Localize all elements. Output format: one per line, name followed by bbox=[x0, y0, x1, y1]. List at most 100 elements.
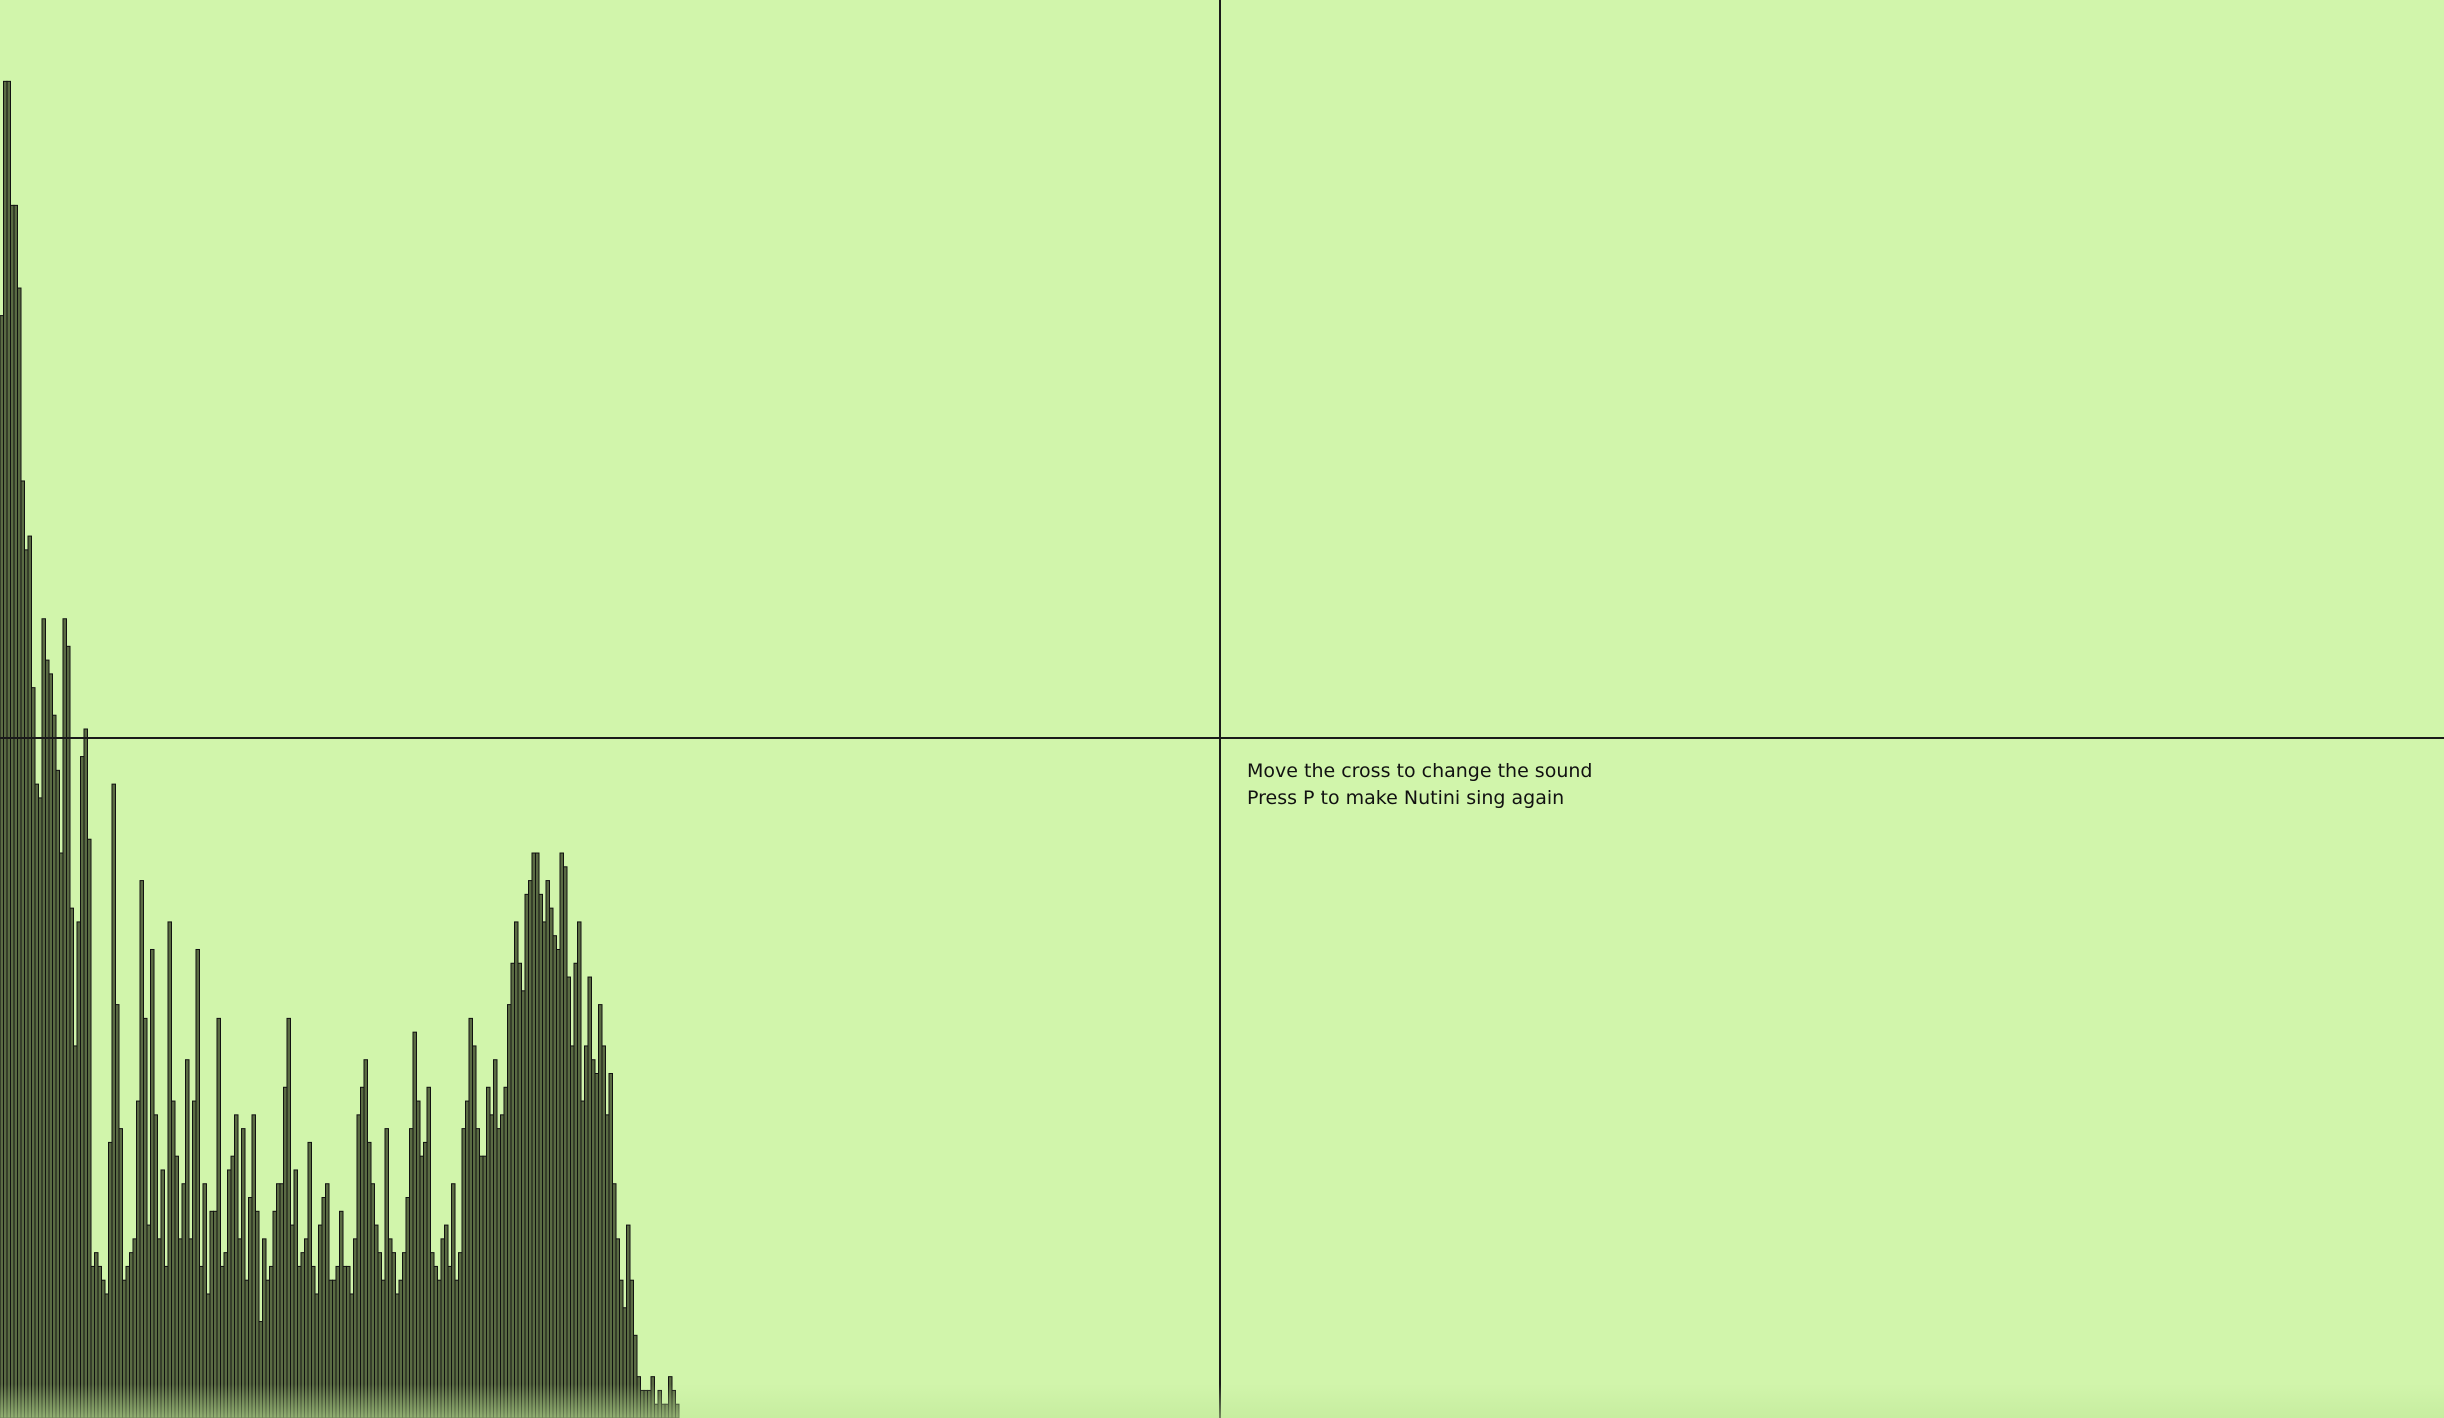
spectrum-bar bbox=[349, 1293, 354, 1418]
spectrum-bar bbox=[549, 907, 554, 1418]
spectrum-bar bbox=[468, 1017, 473, 1418]
spectrum-bar bbox=[293, 1169, 298, 1418]
spectrum-bar bbox=[314, 1293, 319, 1418]
spectrum-bar bbox=[381, 1279, 386, 1418]
spectrum-bar bbox=[622, 1307, 627, 1418]
spectrum-bar bbox=[13, 204, 18, 1418]
spectrum-bar bbox=[132, 1238, 137, 1418]
spectrum-bar bbox=[255, 1210, 260, 1418]
spectrum-bar bbox=[465, 1100, 470, 1418]
spectrum-bar bbox=[601, 1045, 606, 1418]
spectrum-bar bbox=[146, 1224, 151, 1418]
spectrum-bar bbox=[412, 1031, 417, 1418]
spectrum-bar bbox=[472, 1045, 477, 1418]
spectrum-bar bbox=[360, 1086, 365, 1418]
spectrum-bar bbox=[416, 1100, 421, 1418]
spectrum-bar bbox=[461, 1128, 466, 1418]
spectrum-bar bbox=[388, 1238, 393, 1418]
spectrum-bar bbox=[552, 935, 557, 1418]
spectrum-bar bbox=[230, 1155, 235, 1418]
spectrum-bar bbox=[500, 1114, 505, 1418]
crosshair-vertical-line[interactable] bbox=[1219, 0, 1221, 1418]
spectrum-bar bbox=[213, 1210, 218, 1418]
spectrum-bar bbox=[356, 1114, 361, 1418]
spectrum-bar bbox=[538, 893, 543, 1418]
spectrum-bar bbox=[129, 1252, 134, 1418]
spectrum-bar bbox=[55, 769, 60, 1418]
spectrum-bar bbox=[668, 1376, 673, 1418]
spectrum-bar bbox=[328, 1279, 333, 1418]
spectrum-bar bbox=[122, 1279, 127, 1418]
spectrum-bar bbox=[153, 1114, 158, 1418]
spectrum-bar bbox=[223, 1252, 228, 1418]
spectrum-bar bbox=[517, 962, 522, 1418]
spectrum-bar bbox=[437, 1279, 442, 1418]
spectrum-bar bbox=[528, 880, 533, 1418]
spectrum-bar bbox=[510, 962, 515, 1418]
spectrum-bar bbox=[209, 1210, 214, 1418]
spectrum-bar bbox=[307, 1141, 312, 1418]
spectrum-bar bbox=[279, 1183, 284, 1418]
spectrum-bar bbox=[118, 1128, 123, 1418]
spectrum-bar bbox=[608, 1073, 613, 1418]
spectrum-bar bbox=[272, 1210, 277, 1418]
spectrum-bar bbox=[157, 1238, 162, 1418]
spectrum-bar bbox=[671, 1389, 676, 1418]
spectrum-bar bbox=[136, 1100, 141, 1418]
instructions: Move the cross to change the sound Press… bbox=[1247, 758, 1592, 812]
spectrum-bar bbox=[251, 1114, 256, 1418]
spectrum-bar bbox=[507, 1004, 512, 1418]
spectrum-bar bbox=[265, 1279, 270, 1418]
spectrum-bar bbox=[300, 1252, 305, 1418]
spectrum-bar bbox=[489, 1114, 494, 1418]
spectrum-bar bbox=[493, 1059, 498, 1418]
spectrum-bar bbox=[346, 1265, 351, 1418]
spectrum-bar bbox=[125, 1265, 130, 1418]
spectrum-bar bbox=[640, 1389, 645, 1418]
spectrum-bar bbox=[426, 1086, 431, 1418]
spectrum-bar bbox=[433, 1265, 438, 1418]
spectrum-bar bbox=[587, 976, 592, 1418]
spectrum-bar bbox=[202, 1183, 207, 1418]
spectrum-bar bbox=[150, 948, 155, 1418]
spectrum-bar bbox=[318, 1224, 323, 1418]
spectrum-bar bbox=[248, 1197, 253, 1418]
spectrum-bar bbox=[304, 1238, 309, 1418]
spectrum-bar bbox=[577, 921, 582, 1418]
spectrum-bar bbox=[3, 80, 8, 1418]
spectrum-bar bbox=[101, 1279, 106, 1418]
crosshair-horizontal-line[interactable] bbox=[0, 737, 2444, 739]
spectrum-bar bbox=[45, 659, 50, 1418]
spectrum-bar bbox=[542, 921, 547, 1418]
spectrum-bar bbox=[591, 1059, 596, 1418]
spectrum-bar bbox=[311, 1265, 316, 1418]
spectrum-bar bbox=[615, 1238, 620, 1418]
spectrum-bar bbox=[164, 1265, 169, 1418]
spectrum-bar bbox=[97, 1265, 102, 1418]
spectrum-bar bbox=[430, 1252, 435, 1418]
spectrum-bar bbox=[206, 1293, 211, 1418]
spectrum-bar bbox=[496, 1128, 501, 1418]
spectrum-bar bbox=[276, 1183, 281, 1418]
spectrum-bar bbox=[262, 1238, 267, 1418]
spectrum-bar bbox=[423, 1141, 428, 1418]
spectrum-bar bbox=[514, 921, 519, 1418]
spectrum-bar bbox=[20, 480, 25, 1418]
spectrum-bar bbox=[451, 1183, 456, 1418]
spectrum-bar bbox=[227, 1169, 232, 1418]
spectrum-bar bbox=[192, 1100, 197, 1418]
spectrum-bar bbox=[636, 1376, 641, 1418]
spectrum-bar bbox=[440, 1238, 445, 1418]
spectrum-bar bbox=[353, 1238, 358, 1418]
spectrum-bar bbox=[419, 1155, 424, 1418]
spectrum-bar bbox=[241, 1128, 246, 1418]
spectrum-bar bbox=[234, 1114, 239, 1418]
spectrum-bar bbox=[584, 1045, 589, 1418]
spectrum-bar bbox=[160, 1169, 165, 1418]
spectrum-bar bbox=[524, 893, 529, 1418]
spectrum-bar bbox=[675, 1403, 680, 1418]
spectrum-bar bbox=[66, 645, 71, 1418]
spectrum-bar bbox=[363, 1059, 368, 1418]
spectrum-bar bbox=[104, 1293, 109, 1418]
